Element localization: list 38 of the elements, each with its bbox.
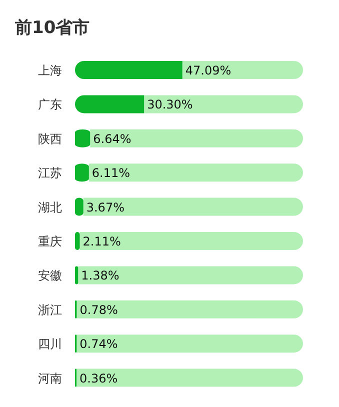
bar bbox=[75, 198, 84, 216]
y-tick-label: 上海 bbox=[38, 64, 62, 78]
data-label: 0.78% bbox=[80, 302, 118, 317]
y-tick-label: 湖北 bbox=[38, 200, 62, 214]
data-label: 0.36% bbox=[80, 371, 118, 386]
bar bbox=[90, 129, 303, 148]
y-tick-label: 安徽 bbox=[38, 268, 62, 283]
data-label: 6.11% bbox=[92, 166, 130, 180]
bar bbox=[76, 368, 303, 387]
bar bbox=[80, 232, 303, 250]
y-tick-label: 陕西 bbox=[38, 132, 62, 146]
y-tick-label: 河南 bbox=[38, 371, 62, 386]
bar bbox=[75, 164, 89, 182]
data-label: 3.67% bbox=[86, 200, 124, 214]
chart-title: 前10省市 bbox=[14, 18, 90, 38]
bar bbox=[83, 198, 303, 216]
data-label: 6.64% bbox=[93, 132, 132, 146]
y-tick-label: 重庆 bbox=[38, 234, 62, 248]
bar bbox=[144, 95, 303, 114]
data-label: 0.74% bbox=[80, 337, 118, 352]
bar bbox=[75, 61, 182, 79]
bar bbox=[75, 129, 90, 148]
bar bbox=[75, 266, 78, 284]
bar bbox=[88, 164, 303, 182]
data-label: 1.38% bbox=[81, 268, 120, 283]
y-tick-label: 江苏 bbox=[38, 166, 62, 180]
y-tick-label: 浙江 bbox=[38, 302, 62, 317]
bar bbox=[75, 95, 144, 114]
bar bbox=[75, 232, 80, 250]
data-label: 2.11% bbox=[82, 234, 121, 248]
y-tick-label: 四川 bbox=[38, 337, 62, 352]
bar bbox=[182, 61, 303, 79]
data-label: 47.09% bbox=[185, 64, 232, 78]
bar bbox=[76, 300, 303, 318]
bar bbox=[78, 266, 303, 284]
data-label: 30.30% bbox=[147, 98, 193, 112]
bar bbox=[76, 334, 303, 353]
y-tick-label: 广东 bbox=[38, 98, 62, 112]
